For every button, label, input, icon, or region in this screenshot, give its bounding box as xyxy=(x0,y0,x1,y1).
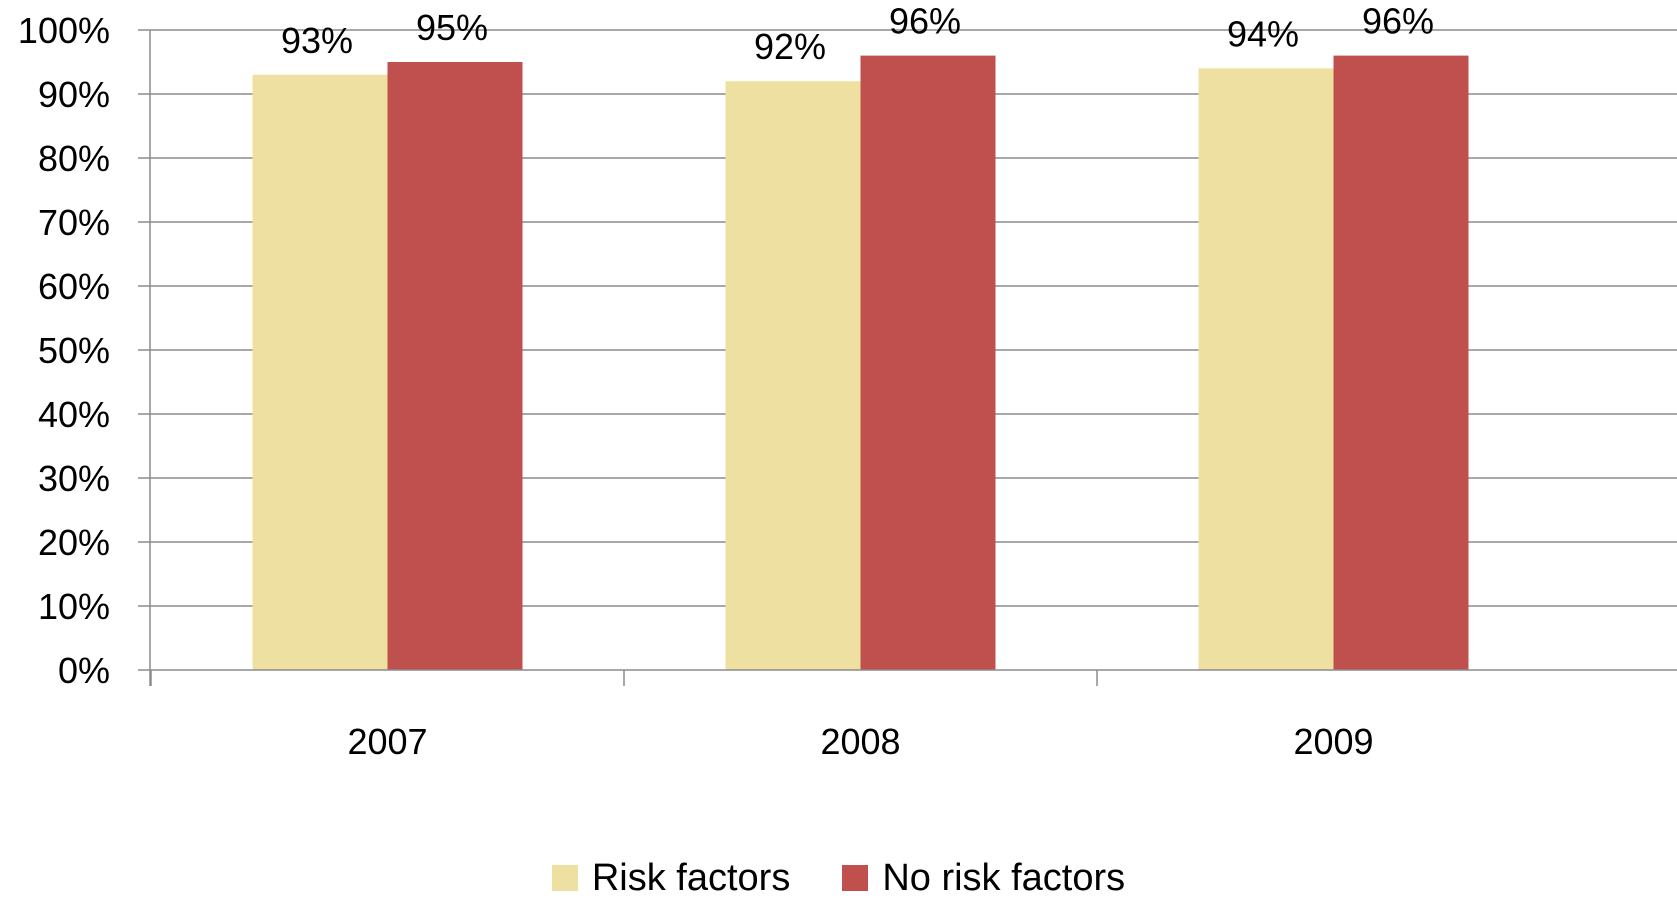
y-tick-label: 100% xyxy=(18,10,110,51)
y-tick-label: 50% xyxy=(38,330,110,371)
bar xyxy=(725,81,861,670)
y-tick-label: 70% xyxy=(38,202,110,243)
y-tick-label: 80% xyxy=(38,138,110,179)
bar xyxy=(252,74,388,671)
y-axis: 0% 10% 20% 30% 40% 50% 60% 70% 80% 90% 100% xyxy=(18,10,151,691)
data-label: 95% xyxy=(416,7,488,48)
bar xyxy=(387,62,523,670)
legend-label-no-risk-factors: No risk factors xyxy=(882,856,1126,899)
data-label: 96% xyxy=(1362,1,1434,42)
data-label: 94% xyxy=(1227,13,1299,54)
legend-label-risk-factors: Risk factors xyxy=(591,856,791,899)
bars xyxy=(252,55,1469,671)
y-tick-label: 10% xyxy=(38,586,110,627)
x-axis: 2007 2008 2009 xyxy=(150,669,1677,762)
y-tick-label: 0% xyxy=(58,650,110,691)
bar xyxy=(1333,55,1469,671)
legend-item-no-risk-factors: No risk factors xyxy=(842,857,1125,900)
data-labels: 93% 95% 92% 96% 94% 96% xyxy=(281,1,1434,68)
bar xyxy=(1198,68,1334,670)
x-tick-label: 2008 xyxy=(820,721,900,762)
x-tick-label: 2009 xyxy=(1293,721,1373,762)
bar xyxy=(860,55,996,671)
legend-item-risk-factors: Risk factors xyxy=(551,856,791,900)
y-tick-label: 20% xyxy=(38,522,110,563)
legend: Risk factors No risk factors xyxy=(0,850,1677,906)
data-label: 92% xyxy=(754,26,826,67)
y-tick-label: 40% xyxy=(38,394,110,435)
y-tick-label: 60% xyxy=(38,266,110,307)
y-tick-label: 90% xyxy=(38,74,110,115)
data-label: 96% xyxy=(889,1,961,42)
legend-swatch-risk-factors xyxy=(551,865,578,891)
x-tick-label: 2007 xyxy=(347,721,427,762)
legend-swatch-no-risk-factors xyxy=(842,865,869,891)
data-label: 93% xyxy=(281,20,353,61)
y-tick-label: 30% xyxy=(38,458,110,499)
